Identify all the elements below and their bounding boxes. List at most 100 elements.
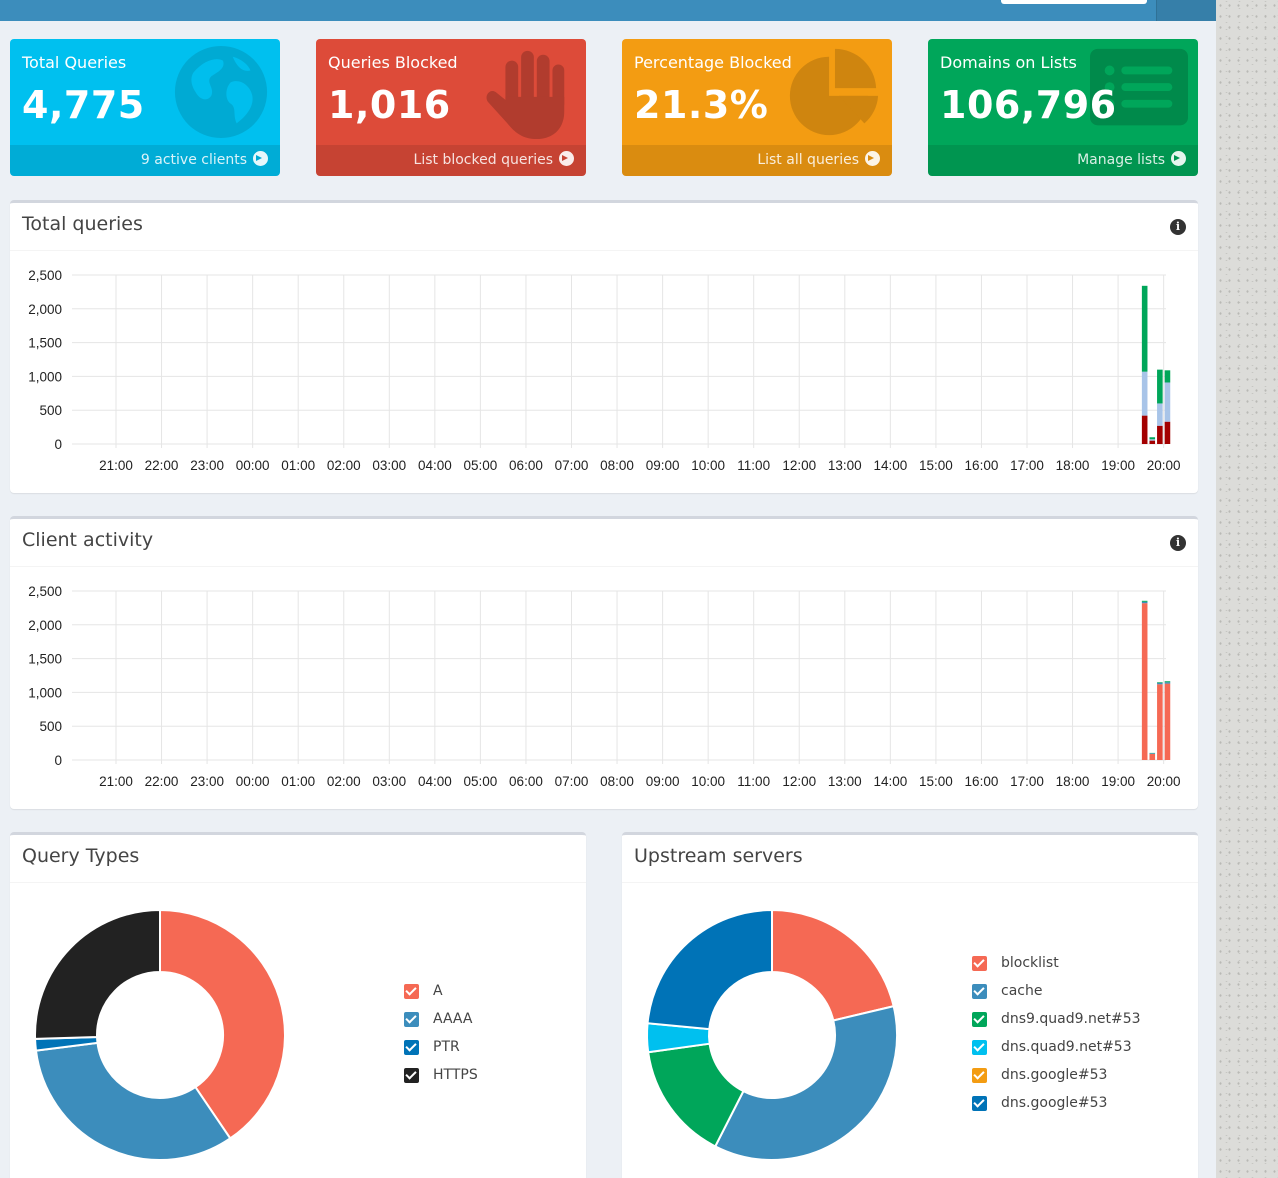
active-clients-link[interactable]: 9 active clients	[10, 145, 280, 176]
x-tick-label: 12:00	[782, 774, 816, 789]
y-tick-label: 1,500	[28, 336, 62, 351]
legend-item[interactable]: cache	[972, 977, 1141, 1005]
x-tick-label: 09:00	[646, 774, 680, 789]
panel-divider	[622, 882, 1198, 883]
info-icon[interactable]: i	[1170, 219, 1186, 235]
legend-item[interactable]: AAAA	[404, 1005, 478, 1033]
y-tick-label: 2,500	[28, 268, 62, 283]
panel-title: Total queries	[22, 213, 143, 235]
total-queries-box: Total Queries 4,775 9 active clients	[10, 39, 280, 176]
client-activity-chart: 2,500 2,000 1,500 1,000 500 0 21:00 22:00 23:00 0…	[28, 584, 1180, 789]
x-tick-label: 19:00	[1101, 458, 1135, 473]
stat-value: 106,796	[940, 83, 1117, 127]
x-tick-label: 16:00	[965, 458, 999, 473]
bar-segment	[1157, 682, 1163, 683]
legend-item[interactable]: dns.google#53	[972, 1061, 1141, 1089]
checkbox-icon[interactable]	[972, 1067, 987, 1083]
bar-segment	[1149, 753, 1156, 754]
legend-item[interactable]: blocklist	[972, 949, 1141, 977]
info-icon[interactable]: i	[1170, 535, 1186, 551]
bar-segment	[1149, 437, 1156, 440]
navbar-user-menu[interactable]	[1156, 0, 1216, 21]
x-tick-label: 23:00	[190, 458, 224, 473]
x-tick-label: 15:00	[919, 458, 953, 473]
y-tick-label: 1,500	[28, 652, 62, 667]
checkbox-icon[interactable]	[404, 1067, 419, 1083]
checkbox-icon[interactable]	[972, 1011, 987, 1027]
y-tick-label: 2,000	[28, 618, 62, 633]
bar-segment	[1157, 684, 1163, 760]
donut-slice	[646, 908, 773, 1031]
query-types-panel: Query Types A AAAA PTR HTTPS	[10, 832, 586, 1178]
legend-item[interactable]: dns.google#53	[972, 1089, 1141, 1117]
globe-icon	[174, 45, 268, 139]
stat-title: Total Queries	[22, 53, 127, 72]
x-tick-label: 01:00	[281, 774, 315, 789]
list-all-queries-link[interactable]: List all queries	[622, 145, 892, 176]
y-tick-label: 2,500	[28, 584, 62, 599]
x-tick-label: 09:00	[646, 458, 680, 473]
y-tick-label: 0	[54, 753, 62, 768]
legend-item[interactable]: PTR	[404, 1033, 478, 1061]
checkbox-icon[interactable]	[972, 1095, 987, 1111]
upstream-servers-donut	[646, 908, 898, 1161]
x-tick-label: 22:00	[145, 458, 179, 473]
x-tick-label: 16:00	[965, 774, 999, 789]
checkbox-icon[interactable]	[404, 1011, 419, 1027]
x-tick-label: 20:00	[1147, 458, 1181, 473]
query-types-legend: A AAAA PTR HTTPS	[404, 977, 478, 1089]
stat-title: Percentage Blocked	[634, 53, 792, 72]
checkbox-icon[interactable]	[972, 955, 987, 971]
x-tick-label: 01:00	[281, 458, 315, 473]
legend-item[interactable]: A	[404, 977, 478, 1005]
x-tick-label: 08:00	[600, 774, 634, 789]
dashboard: Total Queries 4,775 9 active clients Que…	[0, 0, 1216, 1178]
legend-item[interactable]: dns.quad9.net#53	[972, 1033, 1141, 1061]
donut-slice	[713, 1004, 898, 1161]
x-tick-label: 12:00	[782, 458, 816, 473]
checkbox-icon[interactable]	[404, 983, 419, 999]
x-tick-label: 06:00	[509, 458, 543, 473]
bar-segment	[1149, 440, 1156, 444]
x-tick-label: 14:00	[873, 458, 907, 473]
panel-divider	[10, 566, 1198, 567]
checkbox-icon[interactable]	[972, 1039, 987, 1055]
legend-label: blocklist	[1001, 955, 1059, 971]
legend-label: dns.quad9.net#53	[1001, 1039, 1132, 1055]
x-tick-label: 21:00	[99, 774, 133, 789]
bar-segment	[1141, 415, 1148, 444]
total-queries-panel: Total queries i 2,500 2,000 1,500 1,000 500 0…	[10, 200, 1198, 493]
x-tick-label: 07:00	[555, 774, 589, 789]
bar-segment	[1141, 371, 1148, 416]
panel-title: Client activity	[22, 529, 154, 551]
checkbox-icon[interactable]	[972, 983, 987, 999]
legend-label: dns9.quad9.net#53	[1001, 1011, 1141, 1027]
manage-lists-link[interactable]: Manage lists	[928, 145, 1198, 176]
panel-title: Upstream servers	[634, 845, 803, 867]
x-tick-label: 15:00	[919, 774, 953, 789]
legend-item[interactable]: dns9.quad9.net#53	[972, 1005, 1141, 1033]
bar-segment	[1149, 439, 1156, 441]
stat-value: 1,016	[328, 83, 451, 127]
x-tick-label: 04:00	[418, 458, 452, 473]
y-tick-label: 1,000	[28, 369, 62, 384]
checkbox-icon[interactable]	[404, 1039, 419, 1055]
stat-value: 4,775	[22, 83, 145, 127]
legend-item[interactable]: HTTPS	[404, 1061, 478, 1089]
y-tick-label: 0	[54, 437, 62, 452]
legend-label: dns.google#53	[1001, 1067, 1108, 1083]
panel-title: Query Types	[22, 845, 140, 867]
x-tick-label: 08:00	[600, 458, 634, 473]
bar-segment	[1157, 403, 1163, 426]
list-blocked-queries-link[interactable]: List blocked queries	[316, 145, 586, 176]
x-tick-label: 22:00	[145, 774, 179, 789]
y-tick-label: 2,000	[28, 302, 62, 317]
arrow-circle-right-icon	[1171, 151, 1186, 166]
x-tick-label: 06:00	[509, 774, 543, 789]
navbar-search-field[interactable]	[1001, 0, 1147, 4]
bar-segment	[1164, 681, 1171, 683]
x-tick-label: 23:00	[190, 774, 224, 789]
stat-title: Queries Blocked	[328, 53, 458, 72]
stat-value: 21.3%	[634, 83, 769, 127]
panel-divider	[10, 250, 1198, 251]
